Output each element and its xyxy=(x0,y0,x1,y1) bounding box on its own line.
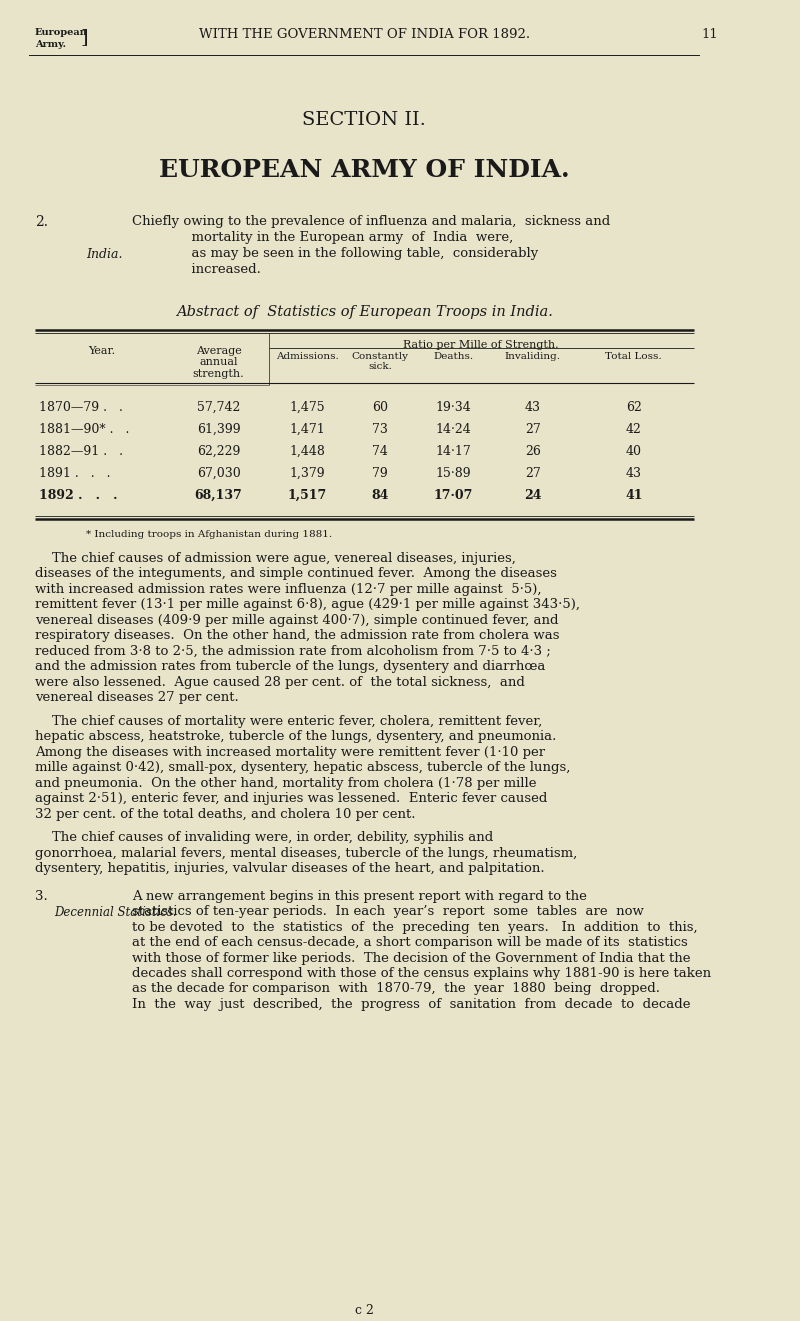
Text: * Including troops in Afghanistan during 1881.: * Including troops in Afghanistan during… xyxy=(86,530,333,539)
Text: 1882—91 .   .: 1882—91 . . xyxy=(39,445,123,458)
Text: and the admission rates from tubercle of the lungs, dysentery and diarrhœa: and the admission rates from tubercle of… xyxy=(34,660,545,674)
Text: as may be seen in the following table,  considerably: as may be seen in the following table, c… xyxy=(132,247,538,260)
Text: 15·89: 15·89 xyxy=(435,466,471,480)
Text: venereal diseases (409·9 per mille against 400·7), simple continued fever, and: venereal diseases (409·9 per mille again… xyxy=(34,614,558,626)
Text: 1891 .   .   .: 1891 . . . xyxy=(39,466,110,480)
Text: 62: 62 xyxy=(626,400,642,413)
Text: 14·17: 14·17 xyxy=(435,445,471,458)
Text: 32 per cent. of the total deaths, and cholera 10 per cent.: 32 per cent. of the total deaths, and ch… xyxy=(34,807,415,820)
Text: 62,229: 62,229 xyxy=(197,445,240,458)
Text: were also lessened.  Ague caused 28 per cent. of  the total sickness,  and: were also lessened. Ague caused 28 per c… xyxy=(34,675,525,688)
Text: increased.: increased. xyxy=(132,263,261,276)
Text: with those of former like periods.  The decision of the Government of India that: with those of former like periods. The d… xyxy=(132,951,690,964)
Text: 14·24: 14·24 xyxy=(435,423,471,436)
Text: remittent fever (13·1 per mille against 6·8), ague (429·1 per mille against 343·: remittent fever (13·1 per mille against … xyxy=(34,598,580,612)
Text: The chief causes of mortality were enteric fever, cholera, remittent fever,: The chief causes of mortality were enter… xyxy=(34,715,542,728)
Text: 1,471: 1,471 xyxy=(290,423,326,436)
Text: SECTION II.: SECTION II. xyxy=(302,111,426,129)
Text: Ratio per Mille of Strength.: Ratio per Mille of Strength. xyxy=(403,339,559,350)
Text: Decennial Statistics.: Decennial Statistics. xyxy=(54,905,178,918)
Text: reduced from 3·8 to 2·5, the admission rate from alcoholism from 7·5 to 4·3 ;: reduced from 3·8 to 2·5, the admission r… xyxy=(34,645,550,658)
Text: 1870—79 .   .: 1870—79 . . xyxy=(39,400,123,413)
Text: A new arrangement begins in this present report with regard to the: A new arrangement begins in this present… xyxy=(132,889,587,902)
Text: 74: 74 xyxy=(372,445,388,458)
Text: 43: 43 xyxy=(626,466,642,480)
Text: venereal diseases 27 per cent.: venereal diseases 27 per cent. xyxy=(34,691,238,704)
Text: 1881—90* .   .: 1881—90* . . xyxy=(39,423,130,436)
Text: 1,379: 1,379 xyxy=(290,466,325,480)
Text: 40: 40 xyxy=(626,445,642,458)
Text: to be devoted  to  the  statistics  of  the  preceding  ten  years.   In  additi: to be devoted to the statistics of the p… xyxy=(132,921,698,934)
Text: WITH THE GOVERNMENT OF INDIA FOR 1892.: WITH THE GOVERNMENT OF INDIA FOR 1892. xyxy=(198,29,530,41)
Text: dysentery, hepatitis, injuries, valvular diseases of the heart, and palpitation.: dysentery, hepatitis, injuries, valvular… xyxy=(34,863,544,875)
Text: 27: 27 xyxy=(525,466,541,480)
Text: mortality in the European army  of  India  were,: mortality in the European army of India … xyxy=(132,231,514,244)
Text: Abstract of  Statistics of European Troops in India.: Abstract of Statistics of European Troop… xyxy=(176,305,553,318)
Text: European: European xyxy=(34,28,87,37)
Text: 26: 26 xyxy=(525,445,541,458)
Text: statistics of ten-year periods.  In each  year’s  report  some  tables  are  now: statistics of ten-year periods. In each … xyxy=(132,905,644,918)
Text: gonorrhoea, malarial fevers, mental diseases, tubercle of the lungs, rheumatism,: gonorrhoea, malarial fevers, mental dise… xyxy=(34,847,577,860)
Text: decades shall correspond with those of the census explains why 1881-90 is here t: decades shall correspond with those of t… xyxy=(132,967,711,980)
Text: Deaths.: Deaths. xyxy=(433,351,473,361)
Text: 60: 60 xyxy=(372,400,388,413)
Text: 73: 73 xyxy=(372,423,388,436)
Text: 2.: 2. xyxy=(34,215,48,229)
Text: against 2·51), enteric fever, and injuries was lessened.  Enteric fever caused: against 2·51), enteric fever, and injuri… xyxy=(34,793,547,804)
Text: at the end of each census-decade, a short comparison will be made of its  statis: at the end of each census-decade, a shor… xyxy=(132,937,688,948)
Text: hepatic abscess, heatstroke, tubercle of the lungs, dysentery, and pneumonia.: hepatic abscess, heatstroke, tubercle of… xyxy=(34,731,556,744)
Text: 24: 24 xyxy=(524,489,542,502)
Text: India.: India. xyxy=(86,248,123,260)
Text: Army.: Army. xyxy=(34,40,66,49)
Text: Admissions.: Admissions. xyxy=(276,351,338,361)
Text: EUROPEAN ARMY OF INDIA.: EUROPEAN ARMY OF INDIA. xyxy=(159,159,570,182)
Text: 1,517: 1,517 xyxy=(288,489,327,502)
Text: 17·07: 17·07 xyxy=(434,489,473,502)
Text: 1892 .   .   .: 1892 . . . xyxy=(39,489,118,502)
Text: with increased admission rates were influenza (12·7 per mille against  5·5),: with increased admission rates were infl… xyxy=(34,583,541,596)
Text: diseases of the integuments, and simple continued fever.  Among the diseases: diseases of the integuments, and simple … xyxy=(34,567,557,580)
Text: respiratory diseases.  On the other hand, the admission rate from cholera was: respiratory diseases. On the other hand,… xyxy=(34,629,559,642)
Text: Constantly
sick.: Constantly sick. xyxy=(352,351,409,371)
Text: 61,399: 61,399 xyxy=(197,423,240,436)
Text: Total Loss.: Total Loss. xyxy=(606,351,662,361)
Text: 1,448: 1,448 xyxy=(290,445,326,458)
Text: c 2: c 2 xyxy=(355,1304,374,1317)
Text: 11: 11 xyxy=(701,29,718,41)
Text: 67,030: 67,030 xyxy=(197,466,241,480)
Text: 43: 43 xyxy=(525,400,541,413)
Text: Invaliding.: Invaliding. xyxy=(505,351,561,361)
Text: 19·34: 19·34 xyxy=(435,400,471,413)
Text: 57,742: 57,742 xyxy=(197,400,240,413)
Text: In  the  way  just  described,  the  progress  of  sanitation  from  decade  to : In the way just described, the progress … xyxy=(132,997,690,1011)
Text: and pneumonia.  On the other hand, mortality from cholera (1·78 per mille: and pneumonia. On the other hand, mortal… xyxy=(34,777,536,790)
Text: Average
annual
strength.: Average annual strength. xyxy=(193,346,244,379)
Text: 79: 79 xyxy=(372,466,388,480)
Text: mille against 0·42), small-pox, dysentery, hepatic abscess, tubercle of the lung: mille against 0·42), small-pox, dysenter… xyxy=(34,761,570,774)
Text: 68,137: 68,137 xyxy=(194,489,242,502)
Text: 3.: 3. xyxy=(34,889,47,902)
Text: ]: ] xyxy=(80,28,88,46)
Text: 41: 41 xyxy=(625,489,642,502)
Text: Year.: Year. xyxy=(88,346,115,355)
Text: The chief causes of admission were ague, venereal diseases, injuries,: The chief causes of admission were ague,… xyxy=(34,552,515,564)
Text: Among the diseases with increased mortality were remittent fever (1·10 per: Among the diseases with increased mortal… xyxy=(34,745,545,758)
Text: 27: 27 xyxy=(525,423,541,436)
Text: 42: 42 xyxy=(626,423,642,436)
Text: Chiefly owing to the prevalence of influenza and malaria,  sickness and: Chiefly owing to the prevalence of influ… xyxy=(132,215,610,229)
Text: The chief causes of invaliding were, in order, debility, syphilis and: The chief causes of invaliding were, in … xyxy=(34,831,493,844)
Text: 84: 84 xyxy=(371,489,389,502)
Text: 1,475: 1,475 xyxy=(290,400,325,413)
Text: as the decade for comparison  with  1870-79,  the  year  1880  being  dropped.: as the decade for comparison with 1870-7… xyxy=(132,983,660,996)
